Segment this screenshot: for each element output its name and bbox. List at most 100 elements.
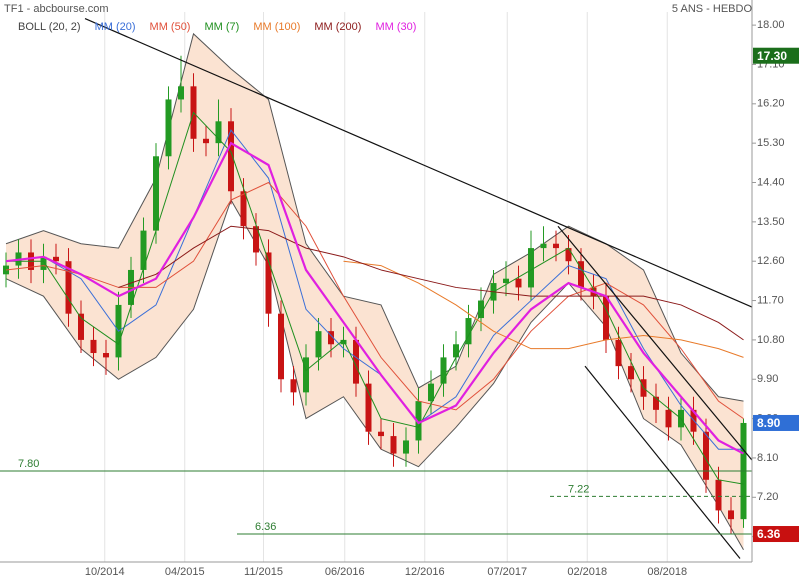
y-tick-label: 13.50 (757, 216, 785, 228)
bollinger-band (6, 33, 744, 550)
chart-title: TF1 - abcbourse.com (4, 3, 109, 15)
y-tick-label: 14.40 (757, 176, 785, 188)
candle-body (378, 431, 384, 437)
moving-average (5, 141, 745, 455)
candle-body (53, 256, 59, 262)
candle-body (715, 479, 722, 511)
candle-body (440, 357, 447, 384)
price-tag-label: 17.30 (757, 49, 787, 63)
legend-entry: MM (30) (375, 21, 416, 33)
candle-body (228, 121, 234, 192)
candle-body (428, 383, 434, 402)
price-tag (753, 414, 799, 431)
candle-body (103, 353, 109, 358)
x-tick-label: 10/2014 (85, 566, 125, 578)
price-tag (753, 47, 799, 64)
price-tag-label: 8.90 (757, 416, 781, 430)
legend-entry: MM (200) (314, 21, 361, 33)
candle-body (553, 243, 559, 249)
candle-body (65, 261, 72, 314)
x-tick-label: 07/2017 (487, 566, 527, 578)
level-label: 7.22 (568, 483, 589, 495)
candle-body (353, 339, 359, 384)
candle-body (528, 248, 534, 288)
x-tick-label: 02/2018 (567, 566, 607, 578)
candle-body (340, 339, 347, 345)
y-tick-label: 8.10 (757, 452, 778, 464)
candle-body (540, 243, 547, 249)
candle-body (278, 313, 284, 380)
candle-body (415, 401, 422, 441)
moving-average (6, 111, 744, 485)
y-tick-label: 7.20 (757, 491, 778, 503)
moving-average (343, 260, 744, 358)
bollinger-upper (5, 32, 744, 402)
candle-body (265, 252, 272, 314)
y-tick-label: 18.00 (757, 19, 785, 31)
x-tick-label: 04/2015 (165, 566, 205, 578)
y-tick-label: 15.30 (757, 137, 785, 149)
trendline (584, 365, 741, 559)
candle-body (153, 156, 159, 231)
candle-body (3, 265, 9, 275)
price-tag (753, 526, 799, 543)
candle-body (253, 226, 259, 253)
level-label: 7.80 (18, 458, 39, 470)
y-tick-label: 12.60 (757, 255, 785, 267)
candle-body (728, 510, 734, 520)
trendline (557, 225, 753, 461)
legend-entry: MM (7) (204, 21, 239, 33)
candle-body (215, 121, 222, 144)
candle-body (703, 431, 709, 480)
candle-body (515, 278, 522, 288)
candle-body (290, 379, 297, 393)
candle-body (578, 261, 584, 288)
candle-body (390, 436, 397, 454)
candle-body (478, 300, 484, 319)
candle-body (365, 383, 372, 432)
candle-body (403, 440, 409, 454)
candle-body (178, 86, 184, 100)
chart-subtitle: 5 ANS - HEBDO (672, 3, 753, 15)
legend-entry: BOLL (20, 2) (18, 21, 81, 33)
x-tick-label: 08/2018 (647, 566, 687, 578)
legend: BOLL (20, 2) MM (20) MM (50) MM (7) MM (100)… (18, 21, 416, 33)
candle-body (303, 357, 309, 393)
candle-body (665, 409, 672, 428)
candle-body (40, 256, 47, 270)
y-tick-label: 16.20 (757, 98, 785, 110)
candle-body (615, 339, 622, 367)
trendline (84, 18, 753, 308)
candle-body (165, 99, 172, 157)
y-tick-label: 9.90 (757, 373, 778, 385)
candle-body (203, 138, 209, 144)
candle-body (140, 230, 147, 270)
candle-body (465, 318, 472, 345)
plot: 7.80 7.22 6.36 (0, 18, 753, 559)
y-tick-label: 11.70 (757, 294, 784, 306)
candle-body (603, 296, 609, 340)
price-tag-label: 6.36 (757, 527, 781, 541)
legend-entry: MM (100) (253, 21, 300, 33)
legend-entry: MM (20) (95, 21, 136, 33)
y-tick-label: 10.80 (757, 334, 785, 346)
candle-body (653, 396, 659, 410)
candle-body (565, 248, 572, 262)
candle-body (628, 366, 634, 380)
candle-body (503, 278, 509, 284)
candle-body (240, 191, 247, 227)
x-tick-label: 11/2015 (244, 566, 283, 578)
level-label: 6.36 (255, 521, 276, 533)
x-tick-label: 12/2016 (405, 566, 445, 578)
moving-average (5, 181, 744, 420)
x-tick-label: 06/2016 (325, 566, 365, 578)
candle-body (90, 339, 97, 354)
legend-entry: MM (50) (150, 21, 191, 33)
candle-body (315, 331, 322, 358)
moving-average (118, 225, 744, 341)
candle-body (78, 313, 84, 340)
candle-body (453, 344, 459, 358)
